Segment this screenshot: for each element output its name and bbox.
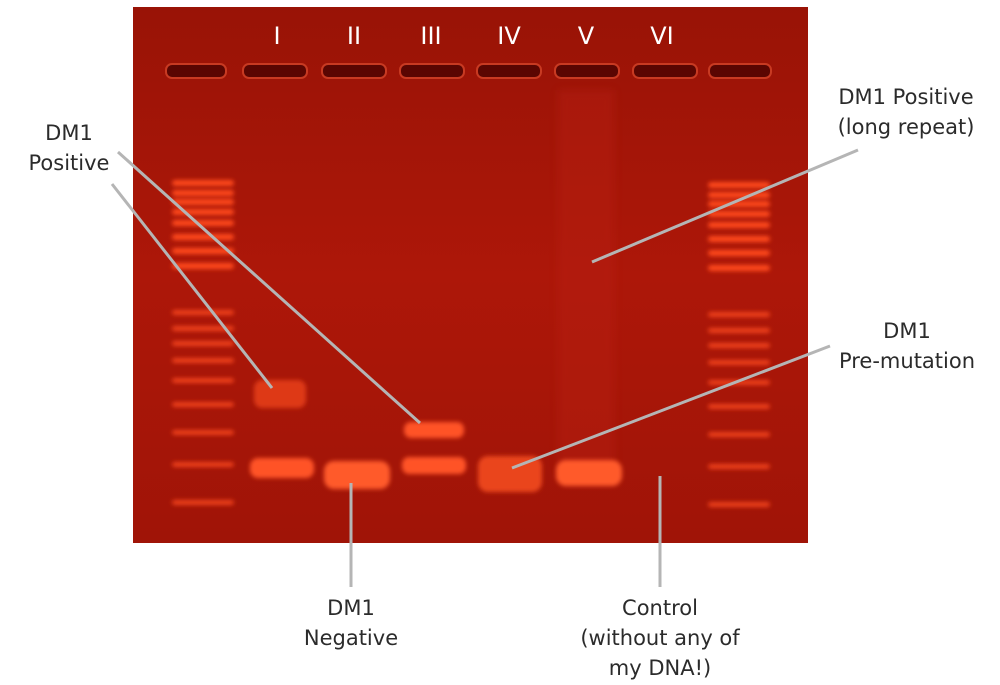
well (476, 63, 542, 79)
ladder-band (172, 248, 234, 254)
lane-labels: I II III IV V VI (273, 22, 673, 50)
label-negative-line2: Negative (303, 626, 399, 650)
label-control-line1: Control (622, 596, 698, 620)
callout-line-dm1-positive (110, 183, 274, 389)
ladder-band (172, 341, 234, 346)
callout-line-premutation (511, 344, 831, 470)
wells (165, 63, 772, 79)
well (708, 63, 772, 79)
label-premutation-line2: Pre-mutation (838, 349, 976, 373)
lane-iii-lower-band (402, 457, 466, 474)
label-negative-line1: DM1 (327, 596, 375, 620)
lane-ii-band (324, 461, 390, 489)
ladder-band (708, 343, 770, 348)
label-dm1-premutation: DM1 Pre-mutation (822, 316, 992, 376)
lane-v-band (556, 460, 622, 486)
gel-background (133, 7, 808, 543)
ladder-band (708, 432, 770, 437)
ladder-band (708, 265, 770, 271)
well (632, 63, 698, 79)
ladder-band (172, 500, 234, 505)
label-dm1-positive-line2: Positive (28, 151, 110, 175)
label-control: Control (without any of my DNA!) (560, 593, 760, 683)
well (399, 63, 465, 79)
dna-ladder-right (708, 182, 770, 507)
sample-bands (250, 380, 622, 492)
lane-v-smear (558, 90, 614, 470)
ladder-band (172, 199, 234, 205)
label-long-repeat-line1: DM1 Positive (838, 85, 974, 109)
lane-label-i: I (273, 22, 280, 50)
lane-label-iv: IV (497, 22, 521, 50)
ladder-band (708, 328, 770, 333)
dna-ladder-left (172, 180, 234, 505)
callout-line-dm1-positive (116, 150, 422, 425)
ladder-band (708, 222, 770, 228)
label-dm1-positive-line1: DM1 (45, 121, 93, 145)
label-control-line3: my DNA!) (608, 656, 712, 680)
ladder-band (172, 263, 234, 269)
well (242, 63, 308, 79)
lane-label-vi: VI (650, 22, 674, 50)
ladder-band (172, 462, 234, 467)
well (321, 63, 387, 79)
lane-iv-band (478, 456, 542, 492)
ladder-band (708, 464, 770, 469)
lane-i-upper-band (254, 380, 306, 408)
ladder-band (172, 430, 234, 435)
label-dm1-positive-long-repeat: DM1 Positive (long repeat) (820, 82, 992, 142)
ladder-band (172, 310, 234, 315)
ladder-band (172, 326, 234, 331)
well (165, 63, 227, 79)
ladder-band (708, 192, 770, 198)
ladder-band (172, 190, 234, 196)
ladder-band (172, 220, 234, 226)
callout-line-long-repeat (591, 148, 859, 264)
ladder-band (708, 312, 770, 317)
ladder-band (172, 402, 234, 407)
ladder-band (708, 360, 770, 365)
ladder-band (708, 236, 770, 242)
lane-label-v: V (578, 22, 595, 50)
label-dm1-negative: DM1 Negative (286, 593, 416, 653)
ladder-band (708, 250, 770, 256)
well (554, 63, 620, 79)
ladder-band (172, 234, 234, 240)
ladder-band (172, 180, 234, 186)
label-premutation-line1: DM1 (883, 319, 931, 343)
label-long-repeat-line2: (long repeat) (837, 115, 975, 139)
label-control-line2: (without any of (580, 626, 740, 650)
ladder-band (172, 378, 234, 383)
callout-lines (110, 148, 859, 587)
lane-label-iii: III (420, 22, 441, 50)
lane-iii-upper-band (404, 422, 464, 438)
ladder-band (708, 404, 770, 409)
ladder-band (708, 502, 770, 507)
lane-label-ii: II (347, 22, 361, 50)
lane-i-lower-band (250, 458, 314, 478)
label-dm1-positive: DM1 Positive (14, 118, 124, 178)
ladder-band (172, 358, 234, 363)
ladder-band (708, 201, 770, 207)
ladder-band (708, 211, 770, 217)
ladder-band (708, 182, 770, 188)
